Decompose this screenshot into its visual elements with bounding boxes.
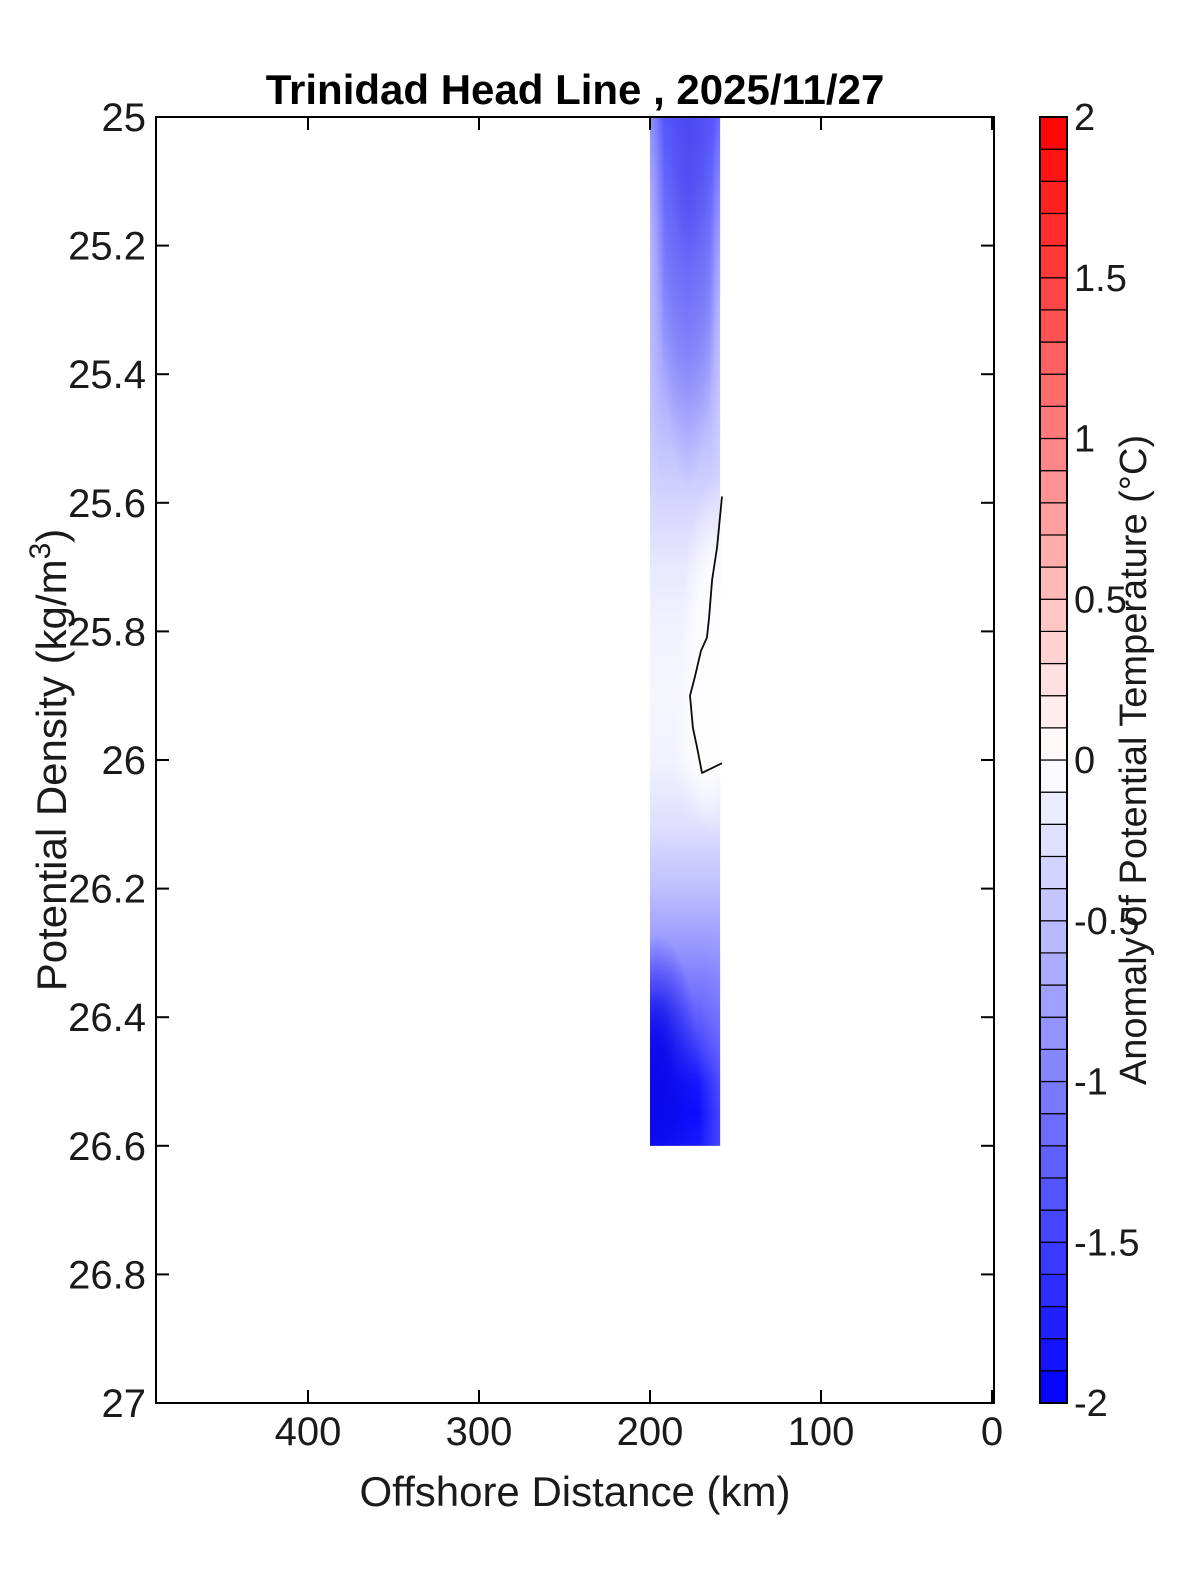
colorbar-segment <box>1039 920 1068 954</box>
x-tick-label: 0 <box>981 1410 1003 1454</box>
colorbar-segment <box>1039 116 1068 150</box>
colorbar-segment <box>1039 1048 1068 1083</box>
plot-border <box>155 116 995 1404</box>
x-tick-labels: 400 300 200 100 0 <box>275 1410 1004 1454</box>
colorbar-tick-label: 0.5 <box>1074 579 1127 621</box>
colorbar-segment <box>1039 277 1068 311</box>
colorbar-segment <box>1039 727 1068 761</box>
colorbar-tick-label: -1 <box>1074 1062 1108 1104</box>
colorbar-segment <box>1039 245 1068 279</box>
colorbar-tick-label: 1.5 <box>1074 258 1127 300</box>
band-bottom-right-light <box>698 906 721 1146</box>
colorbar-segment <box>1039 212 1068 247</box>
x-tick-label: 200 <box>617 1410 684 1454</box>
colorbar-segment <box>1039 405 1068 440</box>
y-tick-label: 26 <box>102 739 147 783</box>
colorbar-segment <box>1039 1338 1068 1372</box>
colorbar-segment <box>1039 791 1068 825</box>
colorbar-tick-label: 1 <box>1074 419 1095 461</box>
band-top-left-light <box>650 117 665 560</box>
colorbar-segment <box>1039 984 1068 1018</box>
band-top-dark-core2 <box>668 117 712 260</box>
colorbar-segment <box>1039 309 1068 343</box>
colorbar-segment <box>1039 1016 1068 1050</box>
colorbar-segment <box>1039 534 1068 568</box>
colorbar-segment <box>1039 1080 1068 1115</box>
colorbar-tick-label: -0.5 <box>1074 901 1139 943</box>
zero-contour-line <box>689 496 723 774</box>
x-tick-label: 300 <box>446 1410 513 1454</box>
y-tick-label: 26.2 <box>68 868 146 912</box>
colorbar-segment <box>1039 1177 1068 1211</box>
colorbar-tick-label: 2 <box>1074 97 1095 139</box>
colorbar-segment <box>1039 598 1068 633</box>
colorbar-segment <box>1039 502 1068 536</box>
colorbar-segment <box>1039 662 1068 697</box>
colorbar-tick-label: -2 <box>1074 1383 1108 1425</box>
y-tick-label: 26.6 <box>68 1125 146 1169</box>
colorbar-tick-label: -1.5 <box>1074 1222 1139 1264</box>
colorbar-segment <box>1039 1145 1068 1179</box>
colorbar-segment <box>1039 1273 1068 1308</box>
colorbar-segment <box>1039 566 1068 600</box>
x-tick-label: 100 <box>788 1410 855 1454</box>
colorbar-segment <box>1039 1241 1068 1276</box>
colorbar-segment <box>1039 952 1068 986</box>
colorbar-segment <box>1039 341 1068 375</box>
x-axis-label: Offshore Distance (km) <box>359 1468 790 1515</box>
y-tick-label: 26.8 <box>68 1253 146 1297</box>
colorbar-tick-label: 0 <box>1074 740 1095 782</box>
colorbar-segment <box>1039 180 1068 215</box>
colorbar-segment <box>1039 695 1068 729</box>
figure-title: Trinidad Head Line , 2025/11/27 <box>266 66 885 113</box>
colorbar-segment <box>1039 1305 1068 1340</box>
y-tick-label: 26.4 <box>68 996 146 1040</box>
y-tick-label: 25.2 <box>68 225 146 269</box>
band-bottom-dark-core2 <box>650 990 679 1146</box>
y-tick-label: 25.8 <box>68 610 146 654</box>
colorbar-segment <box>1039 148 1068 182</box>
colorbar-label: Anomaly of Potential Temperature (°C) <box>1113 435 1155 1085</box>
colorbar-segment <box>1039 373 1068 407</box>
colorbar-border <box>1039 116 1068 1404</box>
colorbar-segment <box>1039 437 1068 472</box>
y-tick-labels: 25 25.2 25.4 25.6 25.8 26 26.2 26.4 26.6 26.8 27 <box>68 96 146 1426</box>
x-tick-label: 400 <box>275 1410 342 1454</box>
colorbar-segment <box>1039 630 1068 665</box>
colorbar-segment <box>1039 470 1068 504</box>
colorbar <box>1039 116 1068 1404</box>
y-tick-label: 25.4 <box>68 353 146 397</box>
colorbar-segment <box>1039 759 1068 793</box>
colorbar-segment <box>1039 823 1068 858</box>
colorbar-tick-labels: 2 1.5 1 0.5 0 -0.5 -1 -1.5 -2 <box>1074 97 1139 1425</box>
colorbar-segment <box>1039 1113 1068 1147</box>
colorbar-segment <box>1039 1370 1068 1404</box>
colorbar-segment <box>1039 1209 1068 1243</box>
y-tick-label: 25.6 <box>68 482 146 526</box>
y-tick-label: 27 <box>102 1382 147 1426</box>
colorbar-segment <box>1039 855 1068 890</box>
y-axis-label: Potential Density (kg/m3) <box>24 529 75 992</box>
colorbar-segment <box>1039 887 1068 922</box>
y-tick-label: 25 <box>102 96 147 140</box>
